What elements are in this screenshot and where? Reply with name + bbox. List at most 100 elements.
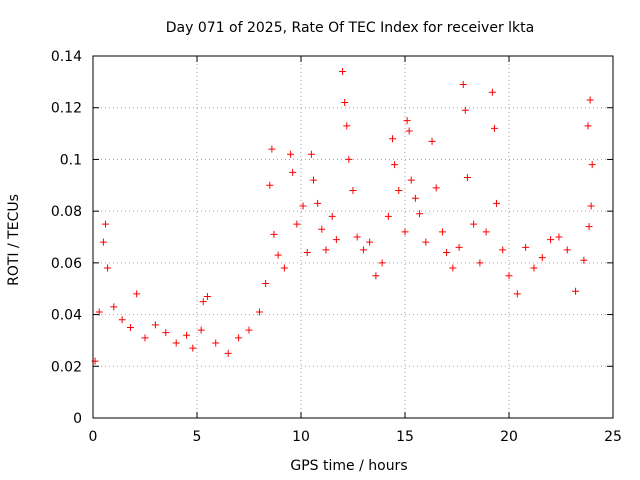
y-tick-label: 0.02 bbox=[51, 359, 82, 375]
data-point bbox=[391, 161, 399, 169]
data-point bbox=[235, 334, 243, 342]
grid-lines bbox=[93, 56, 613, 418]
data-point bbox=[126, 324, 134, 331]
x-tick-label: 5 bbox=[193, 429, 202, 445]
x-tick-label: 10 bbox=[292, 429, 310, 445]
data-point bbox=[586, 96, 594, 104]
data-points bbox=[91, 68, 596, 365]
data-point bbox=[274, 251, 282, 259]
data-point bbox=[461, 106, 469, 114]
data-point bbox=[585, 223, 593, 231]
data-point bbox=[328, 212, 336, 220]
data-point bbox=[104, 264, 112, 272]
data-point bbox=[488, 88, 496, 96]
data-point bbox=[459, 80, 467, 88]
data-point bbox=[289, 168, 297, 176]
data-point bbox=[101, 220, 109, 228]
data-point bbox=[403, 117, 411, 125]
data-point bbox=[463, 174, 471, 182]
data-point bbox=[530, 264, 538, 272]
data-point bbox=[359, 246, 367, 254]
y-tick-label: 0 bbox=[73, 411, 82, 427]
data-point bbox=[372, 272, 380, 280]
data-point bbox=[490, 124, 498, 132]
data-point bbox=[95, 308, 103, 316]
data-point bbox=[588, 161, 596, 169]
data-point bbox=[505, 272, 513, 280]
data-point bbox=[280, 264, 288, 272]
data-point bbox=[378, 259, 386, 267]
y-tick-label: 0.12 bbox=[51, 101, 82, 117]
data-point bbox=[299, 202, 307, 210]
data-point bbox=[482, 228, 490, 236]
data-point bbox=[353, 233, 361, 241]
data-point bbox=[133, 290, 141, 298]
data-point bbox=[287, 150, 295, 158]
data-point bbox=[314, 199, 322, 207]
data-point bbox=[389, 135, 397, 143]
axis-ticks: 0 5 10 15 20 25 0 0.02 0.04 0.06 0.08 0.1 0.12 0.14 bbox=[51, 49, 622, 445]
plot-frame bbox=[92, 55, 614, 419]
data-point bbox=[580, 256, 588, 264]
data-point bbox=[203, 292, 211, 300]
data-point bbox=[110, 303, 118, 311]
x-tick-label: 25 bbox=[604, 429, 622, 445]
data-point bbox=[455, 243, 463, 251]
data-point bbox=[349, 186, 357, 194]
y-tick-label: 0.14 bbox=[51, 49, 82, 65]
data-point bbox=[538, 254, 546, 262]
data-point bbox=[318, 225, 326, 233]
data-point bbox=[268, 145, 276, 153]
y-tick-label: 0.08 bbox=[51, 204, 82, 220]
data-point bbox=[341, 99, 349, 107]
data-point bbox=[309, 176, 317, 184]
data-point bbox=[183, 331, 191, 339]
data-point bbox=[245, 326, 253, 334]
data-point bbox=[572, 287, 580, 295]
data-point bbox=[262, 280, 270, 288]
data-point bbox=[422, 238, 430, 246]
data-point bbox=[449, 264, 457, 272]
data-point bbox=[438, 228, 446, 236]
data-point bbox=[432, 184, 440, 192]
data-point bbox=[563, 246, 571, 254]
data-point bbox=[366, 238, 374, 246]
data-point bbox=[332, 236, 340, 244]
data-point bbox=[339, 68, 347, 76]
data-point bbox=[322, 246, 330, 254]
data-point bbox=[345, 155, 353, 163]
x-tick-label: 0 bbox=[89, 429, 98, 445]
data-point bbox=[401, 228, 409, 236]
data-point bbox=[141, 334, 149, 342]
data-point bbox=[199, 298, 207, 306]
data-point bbox=[493, 199, 501, 207]
data-point bbox=[172, 339, 180, 347]
data-point bbox=[197, 326, 205, 334]
data-point bbox=[255, 308, 263, 316]
chart-title: Day 071 of 2025, Rate Of TEC Index for r… bbox=[166, 20, 534, 36]
data-point bbox=[307, 150, 315, 158]
data-point bbox=[587, 202, 595, 210]
data-point bbox=[584, 122, 592, 130]
data-point bbox=[416, 210, 424, 218]
data-point bbox=[384, 212, 392, 220]
data-point bbox=[428, 137, 436, 145]
data-point bbox=[118, 316, 126, 324]
data-point bbox=[189, 344, 197, 352]
data-point bbox=[293, 220, 301, 228]
data-point bbox=[151, 321, 159, 329]
data-point bbox=[343, 122, 351, 130]
data-point bbox=[266, 181, 274, 189]
data-point bbox=[411, 194, 419, 202]
data-point bbox=[99, 238, 107, 246]
data-point bbox=[443, 249, 451, 257]
x-tick-label: 20 bbox=[500, 429, 518, 445]
data-point bbox=[499, 246, 507, 254]
y-axis-label: ROTI / TECUs bbox=[6, 194, 22, 286]
y-tick-label: 0.1 bbox=[60, 152, 82, 168]
data-point bbox=[270, 230, 278, 238]
data-point bbox=[224, 349, 232, 357]
data-point bbox=[547, 236, 555, 244]
y-tick-label: 0.04 bbox=[51, 308, 82, 324]
data-point bbox=[395, 186, 403, 194]
